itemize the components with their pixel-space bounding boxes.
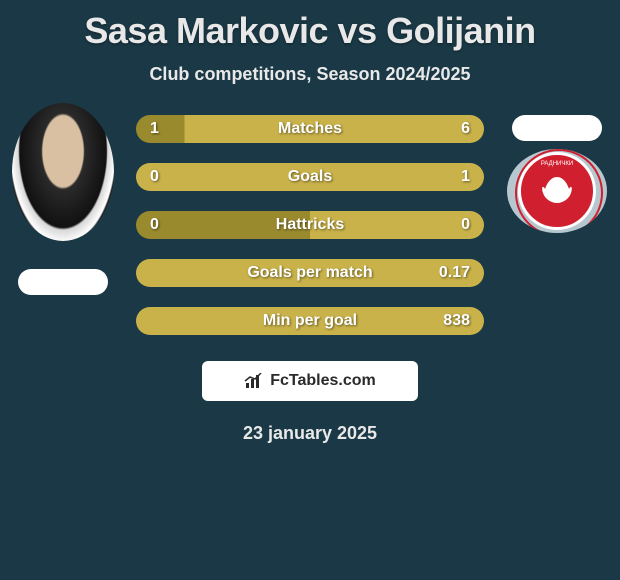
stat-right-value: 1 (461, 168, 470, 186)
stat-left-value: 1 (150, 120, 159, 138)
right-blank-pill (512, 115, 602, 141)
stat-label: Min per goal (263, 312, 357, 330)
eagle-icon (537, 171, 577, 212)
date-line: 23 january 2025 (0, 423, 620, 444)
stat-label: Hattricks (276, 216, 344, 234)
stat-pill: Min per goal 838 (136, 307, 484, 335)
stat-label: Goals per match (247, 264, 372, 282)
right-player-avatar: РАДНИЧКИ (507, 149, 607, 233)
stat-pill: 1 Matches 6 (136, 115, 484, 143)
stat-left-value: 0 (150, 216, 159, 234)
left-player-avatar (12, 103, 114, 241)
stat-pill: 0 Goals 1 (136, 163, 484, 191)
club-badge: РАДНИЧКИ (518, 152, 596, 230)
right-player-col: РАДНИЧКИ (502, 115, 612, 233)
subtitle: Club competitions, Season 2024/2025 (0, 64, 620, 85)
brand-badge[interactable]: FcTables.com (202, 361, 418, 401)
left-player-col (8, 115, 118, 295)
stat-right-value: 0.17 (439, 264, 470, 282)
stat-pill: Goals per match 0.17 (136, 259, 484, 287)
stat-pill: 0 Hattricks 0 (136, 211, 484, 239)
stat-right-value: 838 (443, 312, 470, 330)
chart-icon (244, 373, 264, 389)
comparison-card: Sasa Markovic vs Golijanin Club competit… (0, 0, 620, 444)
main-row: 1 Matches 6 0 Goals 1 0 Hattricks 0 Goals per mat… (0, 115, 620, 335)
brand-text: FcTables.com (270, 372, 376, 390)
stats-column: 1 Matches 6 0 Goals 1 0 Hattricks 0 Goals per mat… (136, 115, 484, 335)
page-title: Sasa Markovic vs Golijanin (0, 10, 620, 52)
stat-label: Goals (288, 168, 332, 186)
left-blank-pill (18, 269, 108, 295)
stat-label: Matches (278, 120, 342, 138)
stat-right-value: 6 (461, 120, 470, 138)
stat-left-value: 0 (150, 168, 159, 186)
club-text: РАДНИЧКИ (521, 161, 593, 167)
stat-right-value: 0 (461, 216, 470, 234)
